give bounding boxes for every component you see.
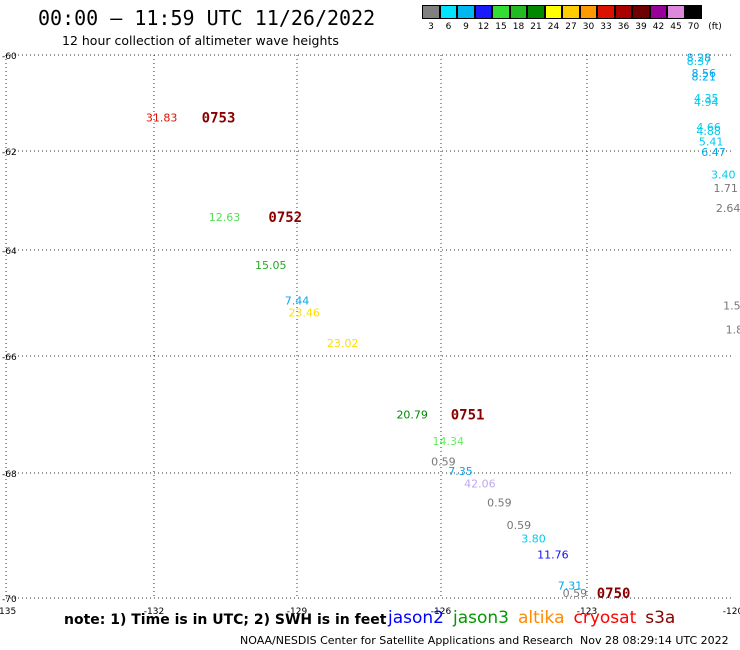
pass-time-label: 0751 — [451, 408, 485, 424]
credit-line: NOAA/NESDIS Center for Satellite Applica… — [240, 634, 574, 647]
x-tick-label: -129 — [287, 607, 308, 617]
mission-s3a: s3a — [645, 608, 676, 628]
wave-height-label: 14.34 — [433, 435, 465, 448]
wave-height-label: 31.83 — [146, 111, 178, 124]
wave-height-label: 3.40 — [711, 168, 736, 181]
color-scale-tick-label: 12 — [477, 22, 490, 32]
x-tick-label: -123 — [577, 607, 597, 617]
color-scale-tick-label: 70 — [687, 22, 700, 32]
color-scale-tick-label: 36 — [617, 22, 630, 32]
color-scale-tick-label: 18 — [512, 22, 525, 32]
wave-height-label: 0.59 — [563, 587, 588, 600]
color-scale-tick-label: 39 — [635, 22, 647, 32]
wave-height-label: 7.31 — [558, 580, 583, 593]
y-tick-label: -60 — [2, 52, 17, 62]
color-scale-tick-label: 33 — [600, 22, 612, 32]
wave-height-label: 42.06 — [464, 478, 496, 491]
units-note: note: 1) Time is in UTC; 2) SWH is in fe… — [64, 612, 387, 628]
wave-height-label: 8.28 — [687, 51, 712, 64]
y-tick-label: -70 — [2, 595, 17, 605]
mission-jason2: jason2 — [388, 608, 444, 628]
wave-height-label: 4.66 — [696, 121, 721, 134]
wave-height-label: 1.56 — [723, 300, 740, 313]
mission-jason3: jason3 — [453, 608, 509, 628]
x-tick-label: -126 — [431, 607, 452, 617]
color-scale-tick-label: 9 — [463, 22, 469, 32]
wave-height-label: 2.64 — [716, 202, 740, 215]
color-scale-swatch — [457, 5, 475, 19]
color-scale-tick-label: 15 — [495, 22, 507, 32]
pass-time-label: 0750 — [597, 586, 631, 602]
wave-height-label: 3.80 — [521, 533, 546, 546]
color-scale-tick-label: 42 — [652, 22, 665, 32]
wave-height-label: 0.59 — [431, 455, 456, 468]
wave-height-label: 4.35 — [694, 92, 719, 105]
color-scale-swatch — [667, 5, 685, 19]
x-tick-label: -135 — [0, 607, 16, 617]
color-scale-swatch — [439, 5, 457, 19]
y-tick-label: -68 — [2, 470, 17, 480]
x-tick-label: -120 — [723, 607, 740, 617]
chart-title: 00:00 – 11:59 UTC 11/26/2022 — [38, 6, 376, 30]
wave-height-label: 11.76 — [537, 548, 569, 561]
color-scale-unit: (ft) — [708, 22, 722, 32]
color-scale-swatch — [632, 5, 650, 19]
color-scale-swatch — [649, 5, 667, 19]
wave-height-label: 7.35 — [448, 465, 473, 478]
color-scale-tick-label: 6 — [445, 22, 452, 32]
color-scale-tick-label: 27 — [565, 22, 577, 32]
color-scale-swatch — [422, 5, 440, 19]
mission-legend: jason2 jason3 altika cryosat s3a — [388, 608, 684, 628]
color-scale-swatch — [684, 5, 702, 19]
color-scale-tick-label: 21 — [530, 22, 542, 32]
color-scale-tick-label: 24 — [547, 22, 560, 32]
wave-height-label: 1.71 — [713, 182, 738, 195]
y-tick-label: -66 — [2, 353, 17, 363]
y-tick-label: -64 — [2, 247, 17, 257]
wave-height-label: 23.46 — [288, 307, 320, 320]
x-tick-label: -132 — [144, 607, 164, 617]
color-scale-tick-label: 45 — [670, 22, 682, 32]
pass-time-label: 0752 — [268, 210, 302, 226]
y-tick-label: -62 — [2, 148, 17, 158]
wave-height-label: 8.56 — [692, 67, 717, 80]
color-scale-swatch — [597, 5, 615, 19]
chart-subtitle: 12 hour collection of altimeter wave hei… — [62, 33, 339, 48]
color-scale-swatch — [544, 5, 562, 19]
color-scale-swatch — [614, 5, 632, 19]
mission-altika: altika — [518, 608, 565, 628]
color-scale-swatch — [562, 5, 580, 19]
color-scale-tick-label: 30 — [582, 22, 595, 32]
wave-height-label: 0.59 — [487, 496, 512, 509]
color-scale-swatch — [579, 5, 597, 19]
wave-height-label: 4.94 — [694, 96, 719, 109]
wave-height-label: 20.79 — [396, 409, 428, 422]
color-scale-swatch — [474, 5, 492, 19]
pass-time-label: 0753 — [202, 110, 236, 126]
generated-timestamp: Nov 28 08:29:14 UTC 2022 — [580, 634, 729, 647]
wave-height-label: 5.41 — [699, 135, 724, 148]
wave-height-label: 6.47 — [701, 146, 726, 159]
wave-height-label: 15.05 — [255, 259, 287, 272]
wave-height-label: 7.44 — [285, 294, 310, 307]
wave-height-label: 23.02 — [327, 337, 359, 350]
wave-height-label: 8.21 — [692, 71, 717, 84]
color-scale-swatch — [527, 5, 545, 19]
wave-height-label: 8.37 — [687, 55, 712, 68]
color-scale-swatch — [492, 5, 510, 19]
color-scale-swatch — [509, 5, 527, 19]
mission-cryosat: cryosat — [573, 608, 637, 628]
wave-height-label: 12.63 — [209, 211, 241, 224]
color-scale-tick-label: 3 — [428, 22, 434, 32]
wave-height-label: 1.86 — [726, 324, 740, 337]
wave-height-label: 4.88 — [696, 125, 721, 138]
wave-height-label: 0.59 — [507, 519, 532, 532]
